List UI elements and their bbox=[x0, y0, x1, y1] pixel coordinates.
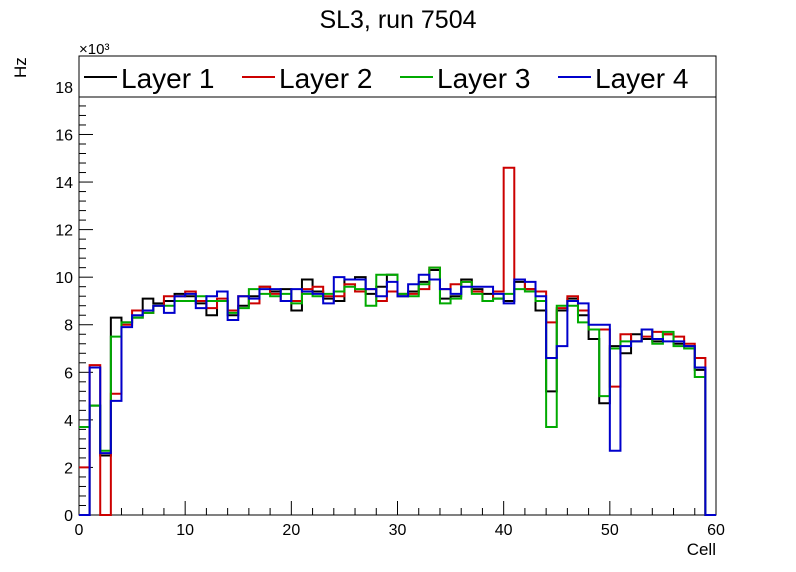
x-axis-label: Cell bbox=[687, 540, 716, 559]
chart-title: SL3, run 7504 bbox=[319, 6, 476, 34]
x-tick-label: 0 bbox=[75, 522, 84, 539]
y-tick-label: 10 bbox=[55, 270, 73, 287]
y-tick-label: 16 bbox=[55, 127, 73, 144]
y-tick-label: 4 bbox=[64, 413, 73, 430]
legend-label: Layer 3 bbox=[437, 63, 530, 94]
legend-box bbox=[78, 55, 717, 98]
x-tick-label: 20 bbox=[282, 522, 300, 539]
y-exponent-label: ×10³ bbox=[79, 41, 109, 58]
y-tick-label: 12 bbox=[55, 223, 73, 240]
legend-label: Layer 4 bbox=[595, 63, 688, 94]
legend-label: Layer 1 bbox=[121, 63, 214, 94]
x-tick-label: 60 bbox=[707, 522, 725, 539]
x-tick-label: 10 bbox=[176, 522, 194, 539]
plot-area: 0 10 20 30 40 50 60 0 2 4 6 8 10 12 14 16 18 bbox=[55, 55, 725, 539]
y-tick-label: 0 bbox=[64, 508, 73, 525]
y-axis-label: Hz bbox=[11, 57, 30, 78]
x-tick-label: 50 bbox=[601, 522, 619, 539]
y-tick-label: 6 bbox=[64, 365, 73, 382]
y-tick-label: 14 bbox=[55, 175, 73, 192]
series-line-layer-4 bbox=[79, 273, 716, 516]
y-tick-label: 18 bbox=[55, 80, 73, 97]
y-tick-label: 2 bbox=[64, 460, 73, 477]
y-tick-label: 8 bbox=[64, 318, 73, 335]
x-tick-label: 30 bbox=[389, 522, 407, 539]
legend-label: Layer 2 bbox=[279, 63, 372, 94]
legend: Layer 1 Layer 2 Layer 3 Layer 4 bbox=[78, 55, 717, 98]
x-tick-label: 40 bbox=[495, 522, 513, 539]
